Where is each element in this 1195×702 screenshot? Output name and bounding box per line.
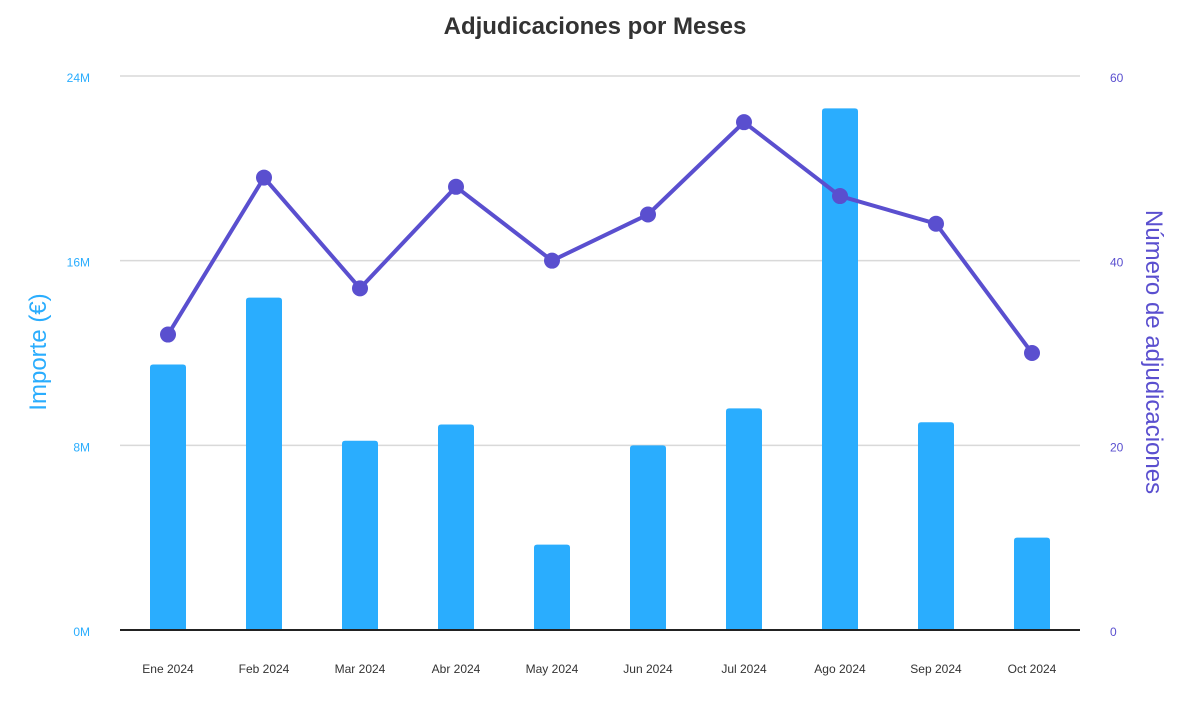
y-left-tick-label: 8M (73, 440, 90, 454)
line-point[interactable] (1024, 345, 1040, 361)
x-tick-label: May 2024 (526, 662, 579, 676)
x-axis-ticks: Ene 2024 Feb 2024 Mar 2024 Abr 2024 May 2024… (142, 662, 1056, 676)
bar[interactable] (822, 108, 858, 631)
bar[interactable] (342, 440, 378, 630)
x-tick-label: Sep 2024 (910, 662, 962, 676)
line-point[interactable] (832, 188, 848, 205)
x-tick-label: Abr 2024 (432, 662, 481, 676)
y-right-tick-label: 20 (1110, 440, 1124, 454)
y-left-tick-label: 16M (67, 256, 90, 270)
chart-title: Adjudicaciones por Meses (444, 13, 747, 40)
bar[interactable] (534, 544, 570, 630)
bar[interactable] (246, 297, 282, 630)
x-tick-label: Ago 2024 (814, 662, 866, 676)
line-point[interactable] (256, 169, 272, 186)
y-axis-left-ticks: 0M 8M 16M 24M (67, 71, 90, 639)
line-point[interactable] (544, 252, 560, 269)
x-tick-label: Ene 2024 (142, 662, 194, 676)
x-tick-label: Jun 2024 (623, 662, 673, 676)
line-point[interactable] (448, 178, 464, 195)
bar[interactable] (726, 408, 762, 630)
y-left-tick-label: 0M (73, 625, 90, 639)
x-tick-label: Mar 2024 (335, 662, 386, 676)
x-tick-label: Oct 2024 (1008, 662, 1057, 676)
y-axis-left-title: Importe (€) (25, 293, 52, 410)
line-point[interactable] (736, 114, 752, 131)
bar[interactable] (630, 445, 666, 630)
y-right-tick-label: 0 (1110, 625, 1117, 639)
y-axis-right-ticks: 0 20 40 60 (1110, 71, 1124, 639)
bar[interactable] (1014, 537, 1050, 630)
y-left-tick-label: 24M (67, 71, 90, 85)
y-right-tick-label: 40 (1110, 256, 1124, 270)
line-point[interactable] (160, 326, 176, 343)
bar[interactable] (438, 424, 474, 630)
line-series (160, 114, 1040, 361)
x-tick-label: Feb 2024 (239, 662, 290, 676)
line-point[interactable] (352, 280, 368, 297)
y-right-tick-label: 60 (1110, 71, 1124, 85)
line-point[interactable] (640, 206, 656, 223)
series-line (166, 120, 1034, 355)
bar-series (150, 108, 1050, 631)
x-tick-label: Jul 2024 (721, 662, 767, 676)
line-point[interactable] (928, 215, 944, 232)
bar[interactable] (150, 364, 186, 630)
bar[interactable] (918, 422, 954, 630)
y-axis-right-title: Número de adjudicaciones (1140, 210, 1167, 494)
